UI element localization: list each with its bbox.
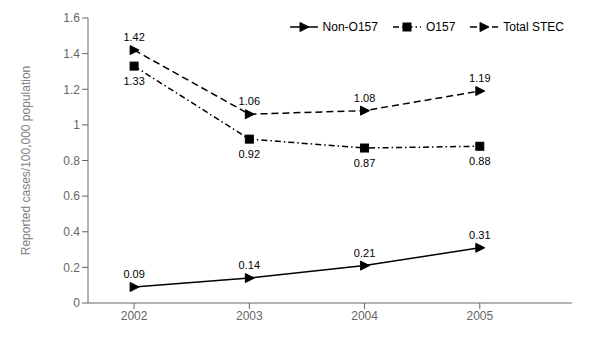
html-text:O157: O157	[426, 20, 456, 34]
html-text:Non-O157: Non-O157	[322, 20, 378, 34]
svg-text:2005: 2005	[466, 309, 493, 323]
svg-text:1.6: 1.6	[63, 11, 80, 25]
svg-text:1.08: 1.08	[354, 92, 375, 104]
svg-text:Reported cases/100,000 populat: Reported cases/100,000 population	[19, 66, 33, 255]
svg-text:1.4: 1.4	[63, 47, 80, 61]
svg-text:0.14: 0.14	[239, 259, 260, 271]
svg-text:0: 0	[73, 296, 80, 310]
svg-text:0.09: 0.09	[123, 268, 144, 280]
svg-text:2004: 2004	[351, 309, 378, 323]
html-text:Total STEC: Total STEC	[503, 20, 564, 34]
svg-text:0.31: 0.31	[469, 229, 490, 241]
svg-text:1.06: 1.06	[239, 95, 260, 107]
svg-text:1.2: 1.2	[63, 83, 80, 97]
svg-text:0.88: 0.88	[469, 155, 490, 167]
svg-text:0.4: 0.4	[63, 225, 80, 239]
svg-text:1.33: 1.33	[123, 75, 144, 87]
svg-text:2003: 2003	[236, 309, 263, 323]
svg-text:0.87: 0.87	[354, 157, 375, 169]
svg-text:0.92: 0.92	[239, 148, 260, 160]
svg-text:0.21: 0.21	[354, 247, 375, 259]
svg-text:1.42: 1.42	[123, 31, 144, 43]
svg-text:0.8: 0.8	[63, 154, 80, 168]
svg-text:0.2: 0.2	[63, 261, 80, 275]
svg-text:1: 1	[73, 118, 80, 132]
svg-text:1.19: 1.19	[469, 72, 490, 84]
svg-text:0.6: 0.6	[63, 189, 80, 203]
svg-text:2002: 2002	[121, 309, 148, 323]
